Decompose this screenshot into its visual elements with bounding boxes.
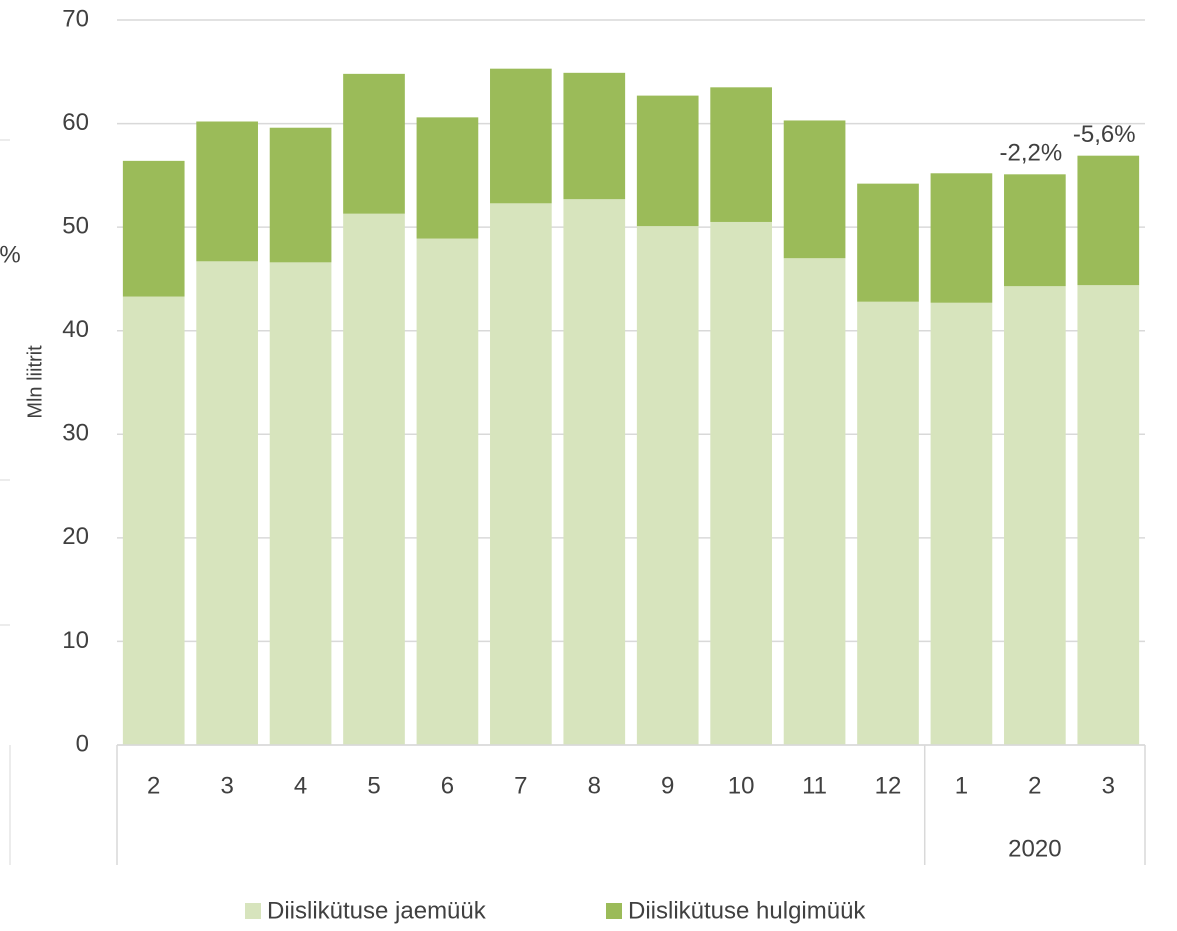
- bar-segment: [196, 121, 258, 262]
- bar-segment: [269, 262, 332, 745]
- bar-segment: [783, 258, 846, 745]
- y-tick-label: 50: [62, 212, 89, 239]
- x-tick-label: 3: [1102, 772, 1115, 799]
- bar-segment: [269, 127, 332, 263]
- bar-segment: [857, 301, 919, 745]
- y-tick-label: 20: [62, 523, 89, 550]
- annotation: -2,2%: [1000, 140, 1063, 167]
- bar-segment: [1004, 174, 1066, 287]
- bar-segment: [1004, 286, 1066, 745]
- bar-segment: [1077, 285, 1140, 745]
- annotation: -5,6%: [1073, 121, 1136, 148]
- bar-segment: [636, 95, 699, 227]
- bar-segment: [416, 238, 479, 746]
- legend-swatch: [606, 903, 622, 919]
- bar-segment: [416, 117, 479, 239]
- x-tick-label: 12: [875, 772, 902, 799]
- bar-segment: [196, 261, 258, 745]
- bar-segment: [122, 296, 185, 745]
- y-tick-label: 10: [62, 627, 89, 654]
- legend-label: Diislikütuse jaemüük: [267, 897, 487, 924]
- x-tick-label: 11: [802, 772, 827, 799]
- bar-segment: [930, 302, 993, 745]
- x-tick-label: 1: [955, 772, 968, 799]
- bar-segment: [343, 213, 405, 745]
- y-tick-label: 70: [62, 5, 89, 32]
- bar-segment: [343, 73, 405, 214]
- bar-segment: [122, 160, 185, 297]
- x-tick-label: 4: [294, 772, 307, 799]
- x-tick-label: 9: [661, 772, 674, 799]
- legend-swatch: [245, 903, 261, 919]
- x-tick-label: 6: [441, 772, 454, 799]
- bar-segment: [710, 221, 772, 745]
- bar-segment: [636, 226, 699, 745]
- x-tick-label: 2: [147, 772, 160, 799]
- y-axis-label: Mln liitrit: [24, 345, 46, 419]
- bar-segment: [710, 87, 772, 222]
- bar-segment: [563, 199, 626, 745]
- y-tick-label: 0: [76, 730, 89, 757]
- bar-segment: [857, 183, 919, 302]
- x-tick-label: 10: [728, 772, 755, 799]
- bar-segment: [783, 120, 846, 259]
- year-label: 2020: [1008, 835, 1061, 862]
- bar-segment: [490, 68, 552, 204]
- x-tick-label: 8: [588, 772, 601, 799]
- y-tick-label: 60: [62, 109, 89, 136]
- left-fragment: %: [0, 241, 21, 268]
- y-tick-label: 40: [62, 316, 89, 343]
- bar-segment: [1077, 155, 1140, 286]
- x-tick-label: 2: [1028, 772, 1041, 799]
- bar-segment: [563, 72, 626, 200]
- x-tick-label: 5: [367, 772, 380, 799]
- bar-segment: [490, 203, 552, 746]
- y-tick-label: 30: [62, 420, 89, 447]
- x-tick-label: 7: [514, 772, 527, 799]
- legend-label: Diislikütuse hulgimüük: [628, 897, 866, 924]
- bar-segment: [930, 173, 993, 303]
- x-tick-label: 3: [220, 772, 233, 799]
